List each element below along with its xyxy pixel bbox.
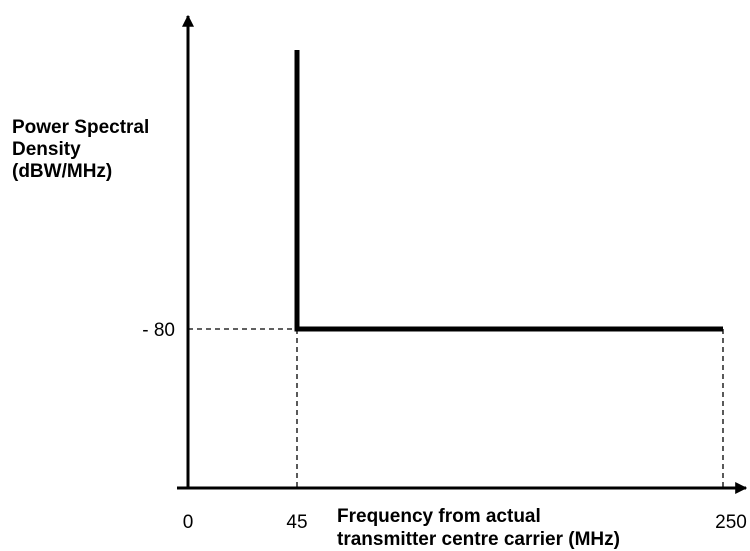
- y-axis-title: Power Spectral Density (dBW/MHz): [12, 117, 155, 182]
- x-axis-title: Frequency from actual transmitter centre…: [337, 506, 620, 550]
- mask-series-line: [294, 50, 723, 332]
- x-tick-label-250: 250: [715, 512, 747, 533]
- x-tick-label-45: 45: [286, 512, 307, 533]
- y-tick-label-minus-80: - 80: [142, 320, 175, 341]
- x-tick-label-0: 0: [183, 512, 194, 533]
